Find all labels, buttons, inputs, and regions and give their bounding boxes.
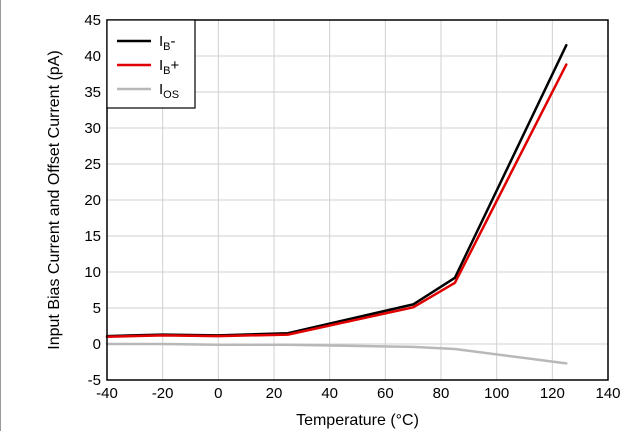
x-tick-label: 20 [266, 385, 283, 402]
legend-label: IOS [159, 81, 179, 101]
x-tick-label: 40 [321, 385, 338, 402]
plot-border [106, 19, 609, 381]
y-tick-label: 5 [93, 300, 101, 317]
y-tick-label: 10 [84, 264, 101, 281]
series-line-ib- [105, 63, 568, 339]
x-tick-label: 80 [433, 385, 450, 402]
series-line-ios [105, 342, 568, 365]
y-tick-label: 35 [84, 84, 101, 101]
x-tick-labels: -40 -20 0 20 40 60 80 100 120 140 [96, 385, 620, 402]
x-tick-label: 120 [540, 385, 565, 402]
x-axis-label: Temperature (°C) [296, 412, 419, 429]
y-tick-label: 15 [84, 228, 101, 245]
series-lines [105, 43, 568, 365]
legend-label: IB+ [159, 57, 180, 77]
x-tick-label: 0 [214, 385, 222, 402]
y-tick-label: 40 [84, 48, 101, 65]
y-tick-label: 20 [84, 192, 101, 209]
x-tick-label: 100 [484, 385, 509, 402]
y-tick-labels: -5 0 5 10 15 20 25 30 35 40 45 [84, 12, 101, 389]
y-tick-label: -5 [88, 372, 101, 389]
legend: IB- IB+ IOS [106, 19, 196, 109]
y-tick-label: 30 [84, 120, 101, 137]
legend-label: IB- [159, 33, 176, 53]
x-tick-label: 60 [377, 385, 394, 402]
y-tick-label: 45 [84, 12, 101, 29]
x-tick-label: -20 [152, 385, 174, 402]
x-tick-label: 140 [595, 385, 620, 402]
y-tick-label: 0 [93, 336, 101, 353]
y-tick-label: 25 [84, 156, 101, 173]
x-tick-label: -40 [96, 385, 118, 402]
y-axis-label: Input Bias Current and Offset Current (p… [46, 50, 63, 349]
